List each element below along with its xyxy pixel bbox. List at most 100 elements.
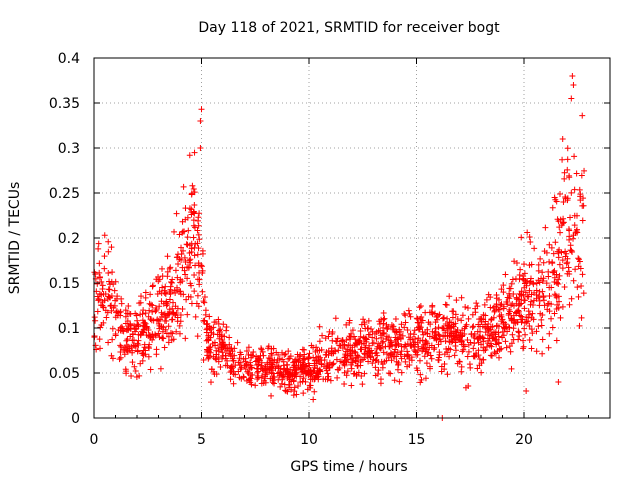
data-point	[559, 265, 566, 272]
data-point	[109, 269, 116, 276]
data-point	[164, 253, 171, 260]
data-point	[419, 348, 426, 355]
data-point	[332, 315, 339, 322]
data-point	[169, 316, 176, 323]
data-point	[424, 330, 431, 337]
data-point	[105, 339, 112, 346]
data-point	[444, 371, 451, 378]
data-point	[539, 269, 546, 276]
data-point	[524, 318, 531, 325]
data-point	[516, 301, 523, 308]
data-point	[522, 289, 529, 296]
data-point	[276, 372, 283, 379]
data-point	[488, 352, 495, 359]
data-point	[92, 317, 99, 324]
data-point	[395, 341, 402, 348]
data-point	[160, 335, 167, 342]
data-point	[223, 327, 230, 334]
data-point	[533, 280, 540, 287]
data-point	[257, 352, 264, 359]
data-point	[498, 311, 505, 318]
data-point	[333, 356, 340, 363]
data-point	[361, 335, 368, 342]
data-point	[130, 337, 137, 344]
data-point	[271, 380, 278, 387]
data-point	[194, 227, 201, 234]
data-point	[551, 291, 558, 298]
data-point	[507, 348, 514, 355]
data-point	[528, 326, 535, 333]
data-point	[255, 361, 262, 368]
data-point	[553, 294, 560, 301]
data-point	[145, 353, 152, 360]
y-tick-label: 0.05	[49, 366, 80, 382]
data-point	[347, 335, 354, 342]
data-point	[325, 373, 332, 380]
data-point	[539, 312, 546, 319]
data-point	[127, 321, 134, 328]
data-point	[495, 296, 502, 303]
data-point	[176, 322, 183, 329]
data-point	[464, 353, 471, 360]
data-point	[96, 269, 103, 276]
data-point	[423, 339, 430, 346]
data-point	[140, 307, 147, 314]
data-point	[365, 358, 372, 365]
data-point	[499, 328, 506, 335]
data-point	[415, 324, 422, 331]
data-point	[137, 360, 144, 367]
data-point	[412, 348, 419, 355]
data-point	[414, 367, 421, 374]
data-point	[245, 344, 252, 351]
data-point	[285, 356, 292, 363]
data-point	[492, 328, 499, 335]
data-point	[195, 303, 202, 310]
data-point	[159, 328, 166, 335]
data-point	[515, 329, 522, 336]
data-point	[509, 276, 516, 283]
data-point	[352, 349, 359, 356]
data-point	[230, 380, 237, 387]
data-point	[168, 279, 175, 286]
data-point	[561, 175, 568, 182]
data-point	[449, 338, 456, 345]
data-point	[335, 347, 342, 354]
data-point	[195, 260, 202, 267]
data-point	[551, 267, 558, 274]
data-point	[553, 271, 560, 278]
data-point	[191, 189, 198, 196]
data-point	[413, 315, 420, 322]
data-point	[391, 348, 398, 355]
data-point	[427, 365, 434, 372]
data-point	[376, 318, 383, 325]
data-point	[527, 301, 534, 308]
data-point	[137, 332, 144, 339]
data-point	[173, 210, 180, 217]
data-point	[94, 280, 101, 287]
data-point	[565, 226, 572, 233]
data-point	[284, 374, 291, 381]
data-point	[171, 228, 178, 235]
data-point	[327, 377, 334, 384]
data-point	[194, 333, 201, 340]
data-point	[414, 351, 421, 358]
data-point	[530, 281, 537, 288]
data-point	[521, 270, 528, 277]
data-point	[417, 371, 424, 378]
data-point	[176, 330, 183, 337]
data-point	[198, 106, 205, 113]
data-point	[369, 340, 376, 347]
data-point	[125, 303, 132, 310]
data-point	[379, 339, 386, 346]
data-point	[568, 295, 575, 302]
data-point	[477, 316, 484, 323]
data-point	[310, 344, 317, 351]
data-point	[441, 351, 448, 358]
data-point	[354, 362, 361, 369]
data-point	[501, 324, 508, 331]
data-point	[502, 271, 509, 278]
data-point	[436, 336, 443, 343]
data-point	[98, 321, 105, 328]
data-point	[498, 286, 505, 293]
data-point	[475, 321, 482, 328]
